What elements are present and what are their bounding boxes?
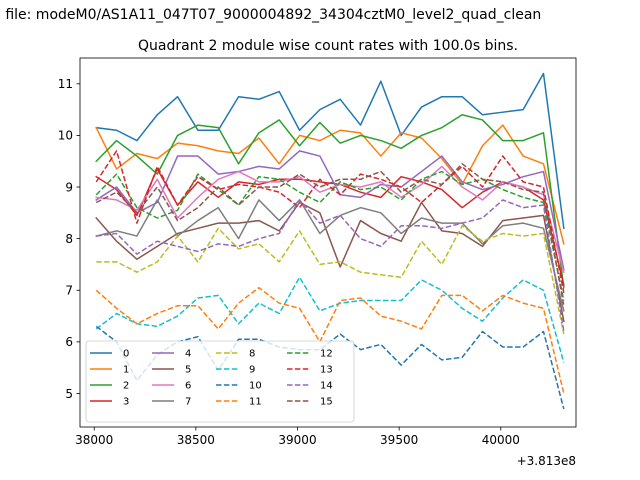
chart-title: Quadrant 2 module wise count rates with … [138, 38, 518, 54]
x-tick-label: 39500 [380, 433, 418, 447]
y-tick-label: 10 [58, 129, 73, 143]
x-axis: 38000 38500 39000 39500 40000 [75, 427, 520, 447]
series-line-8 [96, 224, 565, 335]
y-tick-label: 11 [58, 77, 73, 91]
series-line-9 [95, 276, 565, 363]
legend-label-13: 13 [320, 365, 333, 376]
legend-label-5: 5 [185, 365, 191, 376]
series-line-15 [95, 163, 565, 306]
legend-label-4: 4 [185, 349, 191, 360]
x-tick-label: 39000 [278, 433, 316, 447]
legend-label-11: 11 [249, 397, 262, 408]
series-line-7 [95, 199, 565, 312]
x-offset-label: +3.813e8 [517, 454, 576, 468]
figure-suptitle: n file: modeM0/AS1A11_047T07_9000004892_… [0, 7, 541, 23]
axes-frame [79, 57, 577, 428]
series-line-13 [95, 150, 565, 293]
legend-label-7: 7 [185, 397, 191, 408]
x-tick-label: 38500 [177, 433, 215, 447]
series-line-0 [95, 72, 565, 230]
x-tick-label: 38000 [75, 433, 113, 447]
legend-label-1: 1 [123, 365, 129, 376]
legend-label-14: 14 [320, 381, 333, 392]
y-tick-label: 5 [65, 387, 73, 401]
series-line-5 [95, 201, 565, 323]
legend-label-3: 3 [123, 397, 129, 408]
y-tick-label: 7 [65, 284, 73, 298]
series-line-11 [95, 286, 565, 394]
legend-label-10: 10 [249, 381, 262, 392]
series-line-14 [96, 199, 565, 332]
legend-label-15: 15 [320, 397, 333, 408]
legend-label-9: 9 [249, 365, 255, 376]
legend-label-0: 0 [123, 349, 129, 360]
series-line-2 [95, 114, 565, 289]
series-line-1 [95, 124, 565, 245]
y-tick-label: 9 [65, 180, 73, 194]
legend-label-6: 6 [185, 381, 191, 392]
y-tick-label: 8 [65, 232, 73, 246]
series-line-6 [95, 165, 565, 274]
y-tick-label: 6 [65, 335, 73, 349]
legend-label-2: 2 [123, 381, 129, 392]
legend-label-8: 8 [249, 349, 255, 360]
x-tick-label: 40000 [482, 433, 520, 447]
y-axis: 5 6 7 8 9 10 11 [58, 77, 80, 401]
legend-label-12: 12 [320, 349, 333, 360]
series-line-4 [95, 150, 565, 271]
